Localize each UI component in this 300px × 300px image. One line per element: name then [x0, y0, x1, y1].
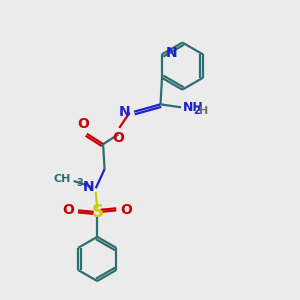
- Text: H: H: [200, 106, 208, 116]
- Text: N: N: [166, 46, 177, 60]
- Text: 3: 3: [76, 178, 83, 188]
- Text: O: O: [120, 203, 132, 218]
- Text: O: O: [112, 131, 124, 145]
- Text: N: N: [82, 180, 94, 194]
- Text: O: O: [63, 203, 74, 218]
- Text: N: N: [118, 105, 130, 119]
- Text: 2: 2: [194, 106, 200, 116]
- Text: CH: CH: [54, 174, 71, 184]
- Text: NH: NH: [183, 101, 203, 114]
- Text: O: O: [77, 117, 89, 131]
- Text: S: S: [92, 203, 104, 221]
